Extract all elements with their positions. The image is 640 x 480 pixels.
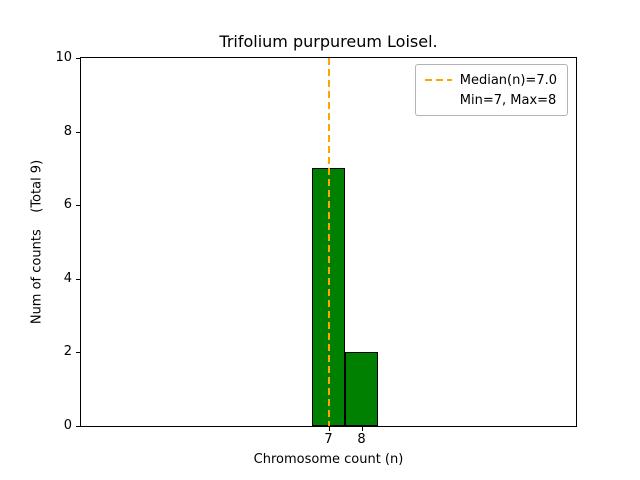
x-tick-label: 8 <box>357 432 366 447</box>
legend-label-minmax: Min=7, Max=8 <box>459 92 557 108</box>
legend-label-median: Median(n)=7.0 <box>459 72 557 88</box>
x-tick-mark <box>328 427 330 431</box>
y-tick-label: 6 <box>63 197 72 213</box>
chart-title: Trifolium purpureum Loisel. <box>219 32 438 51</box>
plot-area: Median(n)=7.0 Min=7, Max=8 <box>80 57 577 427</box>
median-dashed-line-sample <box>424 79 452 81</box>
y-tick-label: 10 <box>55 50 72 65</box>
y-tick-label: 4 <box>63 270 72 286</box>
x-tick-label: 7 <box>324 432 333 447</box>
y-tick-mark <box>76 205 80 207</box>
legend-entry-median: Median(n)=7.0 <box>424 70 557 90</box>
x-axis-label: Chromosome count (n) <box>253 452 404 467</box>
y-tick-mark <box>76 426 80 427</box>
legend-spacer <box>425 99 452 101</box>
y-tick-mark <box>76 131 80 133</box>
y-tick-mark <box>76 58 80 59</box>
y-tick-mark <box>76 278 80 280</box>
bar-n8 <box>345 352 378 426</box>
y-tick-label: 0 <box>63 418 72 433</box>
legend-entry-minmax: Min=7, Max=8 <box>425 90 557 110</box>
y-axis-label: Num of counts (Total 9) <box>29 159 45 325</box>
y-tick-label: 2 <box>63 344 72 360</box>
y-tick-label: 8 <box>63 123 72 139</box>
x-tick-mark <box>361 427 363 431</box>
median-line <box>327 58 330 426</box>
legend: Median(n)=7.0 Min=7, Max=8 <box>414 64 568 116</box>
y-tick-mark <box>76 352 80 354</box>
